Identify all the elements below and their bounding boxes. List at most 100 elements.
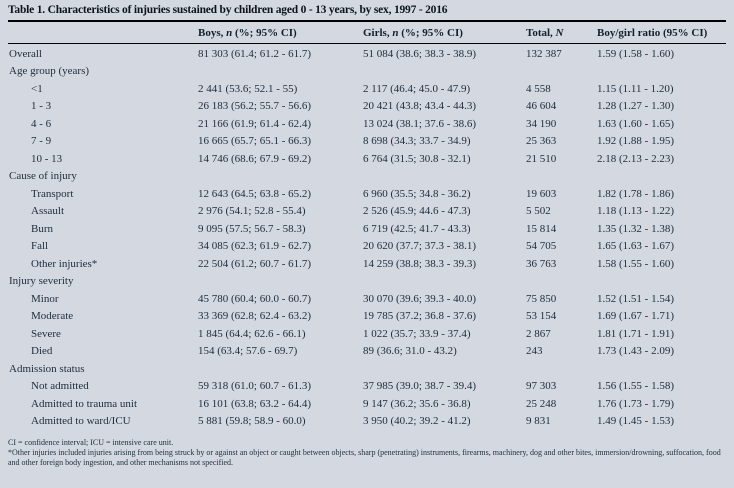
cell-ratio: 1.92 (1.88 - 1.95) xyxy=(597,135,674,148)
table-row: Moderate 33 369 (62.8; 62.4 - 63.2) 19 785… xyxy=(8,308,726,326)
cell-boys: 26 183 (56.2; 55.7 - 56.6) xyxy=(198,100,312,113)
cell-boys: 1 845 (64.4; 62.6 - 66.1) xyxy=(198,327,306,340)
table-row: <1 2 441 (53.6; 52.1 - 55) 2 117 (46.4; 45… xyxy=(8,80,726,98)
cell-girls: 20 421 (43.8; 43.4 - 44.3) xyxy=(363,100,477,113)
cell-boys: 12 643 (64.5; 63.8 - 65.2) xyxy=(198,187,312,200)
cell-girls: 6 764 (31.5; 30.8 - 32.1) xyxy=(363,152,471,165)
cell-boys: 21 166 (61.9; 61.4 - 62.4) xyxy=(198,117,312,130)
cell-label: Burn xyxy=(31,222,53,235)
cell-total: 21 510 xyxy=(526,152,557,165)
cell-boys: 16 101 (63.8; 63.2 - 64.4) xyxy=(198,397,312,410)
cell-boys: 9 095 (57.5; 56.7 - 58.3) xyxy=(198,222,306,235)
table-body: Overall 81 303 (61.4; 61.2 - 61.7) 51 084 … xyxy=(8,44,726,430)
cell-ratio: 1.65 (1.63 - 1.67) xyxy=(597,240,674,253)
cell-total: 9 831 xyxy=(526,415,551,428)
cell-ratio: 1.58 (1.55 - 1.60) xyxy=(597,257,674,270)
cell-girls: 2 117 (46.4; 45.0 - 47.9) xyxy=(363,82,471,95)
cell-label: <1 xyxy=(31,82,43,95)
cell-label: Transport xyxy=(31,187,74,200)
section-header-row: Cause of injury xyxy=(8,168,726,186)
cell-label: Admitted to ward/ICU xyxy=(31,415,131,428)
table-row: 4 - 6 21 166 (61.9; 61.4 - 62.4) 13 024 (3… xyxy=(8,115,726,133)
cell-label: Overall xyxy=(9,47,42,60)
cell-girls: 37 985 (39.0; 38.7 - 39.4) xyxy=(363,380,477,393)
title-rule xyxy=(8,20,726,22)
section-header-row: Admission status xyxy=(8,360,726,378)
table-row: Minor 45 780 (60.4; 60.0 - 60.7) 30 070 (3… xyxy=(8,290,726,308)
cell-boys: 34 085 (62.3; 61.9 - 62.7) xyxy=(198,240,312,253)
cell-total: 25 248 xyxy=(526,397,557,410)
section-header-row: Age group (years) xyxy=(8,63,726,81)
cell-total: 36 763 xyxy=(526,257,557,270)
cell-total: 25 363 xyxy=(526,135,557,148)
cell-label: Assault xyxy=(31,205,64,218)
cell-girls: 51 084 (38.6; 38.3 - 38.9) xyxy=(363,47,477,60)
table-row: Not admitted 59 318 (61.0; 60.7 - 61.3) 37… xyxy=(8,378,726,396)
cell-label: Died xyxy=(31,345,53,358)
cell-total: 54 705 xyxy=(526,240,557,253)
cell-label: Severe xyxy=(31,327,61,340)
cell-label: 4 - 6 xyxy=(31,117,52,130)
cell-label: Admission status xyxy=(9,362,85,375)
cell-ratio: 1.35 (1.32 - 1.38) xyxy=(597,222,674,235)
cell-ratio: 1.81 (1.71 - 1.91) xyxy=(597,327,674,340)
table-row: Other injuries* 22 504 (61.2; 60.7 - 61.7… xyxy=(8,255,726,273)
cell-total: 4 558 xyxy=(526,82,551,95)
table-row: Transport 12 643 (64.5; 63.8 - 65.2) 6 960… xyxy=(8,185,726,203)
cell-label: Moderate xyxy=(31,310,74,323)
cell-girls: 6 719 (42.5; 41.7 - 43.3) xyxy=(363,222,471,235)
cell-girls: 89 (36.6; 31.0 - 43.2) xyxy=(363,345,457,358)
cell-label: Minor xyxy=(31,292,59,305)
cell-label: Cause of injury xyxy=(9,170,77,183)
table-row: 1 - 3 26 183 (56.2; 55.7 - 56.6) 20 421 (4… xyxy=(8,98,726,116)
cell-total: 75 850 xyxy=(526,292,557,305)
table-row: Severe 1 845 (64.4; 62.6 - 66.1) 1 022 (35… xyxy=(8,325,726,343)
cell-total: 2 867 xyxy=(526,327,551,340)
table-row: Died 154 (63.4; 57.6 - 69.7) 89 (36.6; 31.… xyxy=(8,343,726,361)
cell-boys: 59 318 (61.0; 60.7 - 61.3) xyxy=(198,380,312,393)
cell-girls: 13 024 (38.1; 37.6 - 38.6) xyxy=(363,117,477,130)
cell-girls: 1 022 (35.7; 33.9 - 37.4) xyxy=(363,327,471,340)
cell-ratio: 1.15 (1.11 - 1.20) xyxy=(597,82,674,95)
cell-total: 132 387 xyxy=(526,47,562,60)
table-title: Table 1. Characteristics of injuries sus… xyxy=(8,4,448,16)
cell-boys: 5 881 (59.8; 58.9 - 60.0) xyxy=(198,415,306,428)
footnote-abbreviations: CI = confidence interval; ICU = intensiv… xyxy=(8,438,174,447)
cell-boys: 33 369 (62.8; 62.4 - 63.2) xyxy=(198,310,312,323)
cell-total: 15 814 xyxy=(526,222,557,235)
cell-total: 97 303 xyxy=(526,380,557,393)
cell-boys: 14 746 (68.6; 67.9 - 69.2) xyxy=(198,152,312,165)
cell-label: Age group (years) xyxy=(9,65,90,78)
column-header-ratio: Boy/girl ratio (95% CI) xyxy=(597,27,708,39)
table-row: Admitted to trauma unit 16 101 (63.8; 63.… xyxy=(8,395,726,413)
cell-label: Injury severity xyxy=(9,275,74,288)
cell-girls: 30 070 (39.6; 39.3 - 40.0) xyxy=(363,292,477,305)
cell-girls: 20 620 (37.7; 37.3 - 38.1) xyxy=(363,240,477,253)
cell-total: 53 154 xyxy=(526,310,557,323)
cell-girls: 19 785 (37.2; 36.8 - 37.6) xyxy=(363,310,477,323)
table-footnotes: CI = confidence interval; ICU = intensiv… xyxy=(8,438,728,467)
cell-total: 19 603 xyxy=(526,187,557,200)
footnote-other-injuries: *Other injuries included injuries arisin… xyxy=(8,447,721,467)
cell-label: Not admitted xyxy=(31,380,89,393)
cell-label: Other injuries* xyxy=(31,257,98,270)
table-row: 10 - 13 14 746 (68.6; 67.9 - 69.2) 6 764 (… xyxy=(8,150,726,168)
table-row: Fall 34 085 (62.3; 61.9 - 62.7) 20 620 (37… xyxy=(8,238,726,256)
cell-ratio: 1.63 (1.60 - 1.65) xyxy=(597,117,674,130)
cell-total: 5 502 xyxy=(526,205,551,218)
section-header-row: Injury severity xyxy=(8,273,726,291)
cell-total: 46 604 xyxy=(526,100,557,113)
cell-label: 1 - 3 xyxy=(31,100,52,113)
cell-ratio: 1.56 (1.55 - 1.58) xyxy=(597,380,674,393)
cell-boys: 45 780 (60.4; 60.0 - 60.7) xyxy=(198,292,312,305)
cell-ratio: 1.82 (1.78 - 1.86) xyxy=(597,187,674,200)
cell-boys: 2 976 (54.1; 52.8 - 55.4) xyxy=(198,205,306,218)
cell-ratio: 1.59 (1.58 - 1.60) xyxy=(597,47,674,60)
cell-total: 34 190 xyxy=(526,117,557,130)
table-row: Admitted to ward/ICU 5 881 (59.8; 58.9 - … xyxy=(8,413,726,431)
cell-total: 243 xyxy=(526,345,543,358)
cell-girls: 3 950 (40.2; 39.2 - 41.2) xyxy=(363,415,471,428)
cell-ratio: 1.69 (1.67 - 1.71) xyxy=(597,310,674,323)
column-header-girls: Girls, n (%; 95% CI) xyxy=(363,27,463,39)
